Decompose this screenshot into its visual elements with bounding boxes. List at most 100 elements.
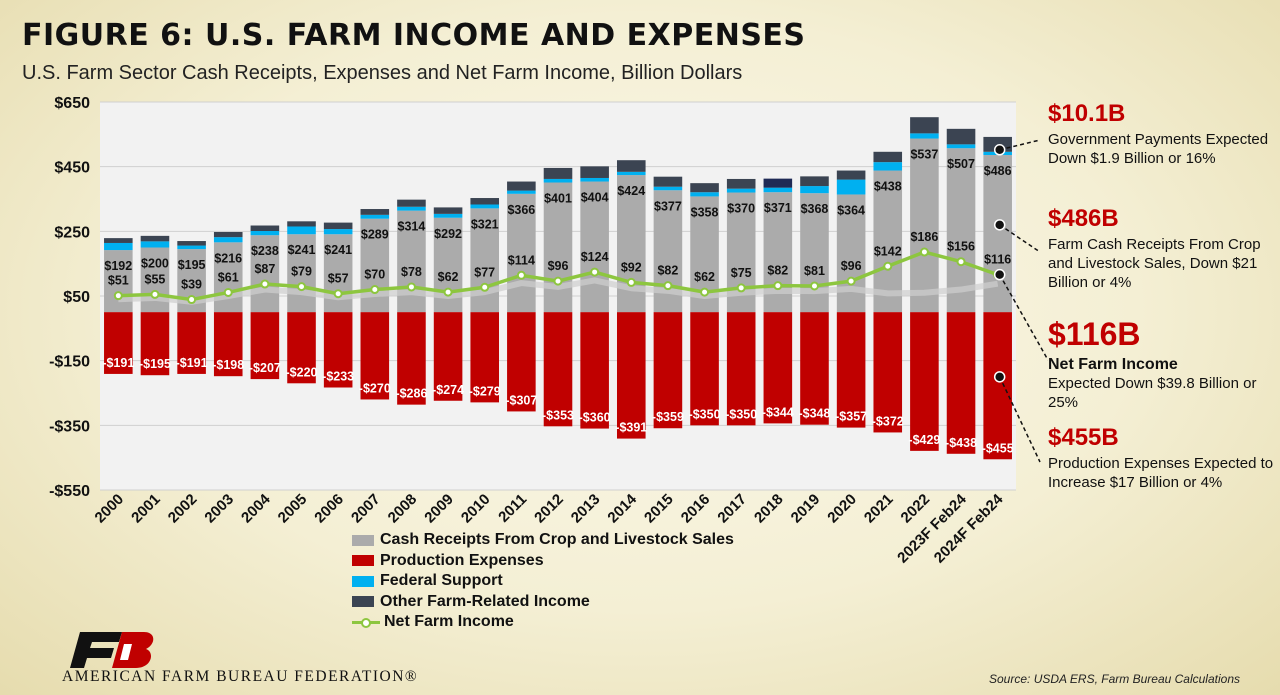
x-tick-label: 2021 [861, 491, 897, 527]
y-tick-label: -$550 [49, 483, 90, 500]
x-tick-label: 2002 [165, 491, 201, 527]
x-tick-label: 2009 [421, 491, 457, 527]
chart-legend: Cash Receipts From Crop and Livestock Sa… [352, 530, 734, 633]
net-income-point [260, 279, 270, 289]
bar-production-expenses [580, 312, 609, 429]
legend-label: Federal Support [380, 572, 503, 590]
annotation-heading: Net Farm Income [1048, 356, 1178, 373]
bar-federal-support [507, 190, 536, 194]
x-tick-label: 2012 [531, 491, 567, 527]
bar-cash-receipts [580, 181, 609, 313]
annotation-leader-line [999, 376, 1041, 463]
expenses-label: -$372 [872, 414, 904, 428]
bar-production-expenses [287, 312, 316, 384]
bar-other-income [397, 199, 426, 207]
bar-cash-receipts [946, 148, 976, 313]
net-income-point [626, 277, 636, 287]
net-income-label: $116 [984, 253, 1011, 267]
shadow-line [118, 277, 999, 305]
bar-federal-support [726, 188, 756, 193]
bar-other-income [213, 231, 243, 238]
net-income-label: $124 [581, 250, 609, 264]
bar-federal-support [323, 229, 353, 235]
net-income-label: $55 [145, 272, 166, 286]
x-tick-label: 2011 [495, 491, 530, 526]
cash-receipts-label: $238 [251, 244, 279, 258]
net-income-point [553, 276, 563, 286]
annotation-marker [993, 219, 1006, 231]
cash-receipts-label: $241 [324, 243, 352, 257]
bar-other-income [543, 167, 573, 179]
bar-other-income [836, 170, 866, 180]
chart-subtitle: U.S. Farm Sector Cash Receipts, Expenses… [22, 62, 743, 84]
net-income-label: $142 [874, 244, 902, 258]
net-income-point [370, 285, 380, 295]
bar-cash-receipts [873, 170, 903, 313]
bar-other-income [507, 181, 536, 191]
bar-production-expenses [690, 312, 719, 426]
net-income-label: $51 [108, 274, 129, 288]
net-income-label: $39 [181, 278, 202, 292]
bar-production-expenses [140, 312, 170, 376]
net-income-point [150, 289, 160, 299]
expenses-label: -$357 [835, 410, 867, 424]
source-note: Source: USDA ERS, Farm Bureau Calculatio… [989, 672, 1240, 686]
legend-item-other-income: Other Farm-Related Income [352, 592, 734, 613]
bar-production-expenses [946, 312, 976, 454]
cash-receipts-label: $321 [471, 217, 499, 231]
x-tick-label: 2010 [458, 491, 494, 527]
expenses-label: -$307 [505, 393, 537, 407]
net-income-label: $79 [291, 265, 312, 279]
farm-bureau-logo [70, 632, 154, 668]
net-income-label: $92 [621, 260, 642, 274]
expenses-label: -$438 [945, 436, 977, 450]
bar-other-income [616, 160, 646, 172]
expenses-label: -$429 [908, 433, 940, 447]
bar-cash-receipts [507, 193, 536, 313]
bar-federal-support [250, 231, 280, 236]
net-income-label: $114 [508, 253, 535, 267]
expenses-label: -$344 [762, 405, 794, 419]
bar-production-expenses [104, 312, 133, 374]
legend-item-federal-support: Federal Support [352, 571, 734, 592]
x-tick-label: 2019 [788, 491, 824, 527]
bar-federal-support [287, 226, 316, 235]
cash-receipts-label: $241 [288, 243, 316, 257]
bar-cash-receipts [287, 234, 316, 313]
cash-receipts-label: $438 [874, 180, 902, 194]
annotation-cash-receipts: $486B Farm Cash Receipts From Crop and L… [1048, 205, 1278, 292]
net-income-label: $75 [731, 266, 752, 280]
annotation-marker [993, 144, 1006, 156]
legend-swatch [352, 534, 374, 546]
x-tick-label: 2004 [238, 490, 274, 526]
cash-receipts-label: $424 [617, 184, 645, 198]
net-income-point [919, 247, 929, 257]
legend-item-net-farm-income: Net Farm Income [352, 612, 734, 633]
net-income-point [443, 287, 453, 297]
bar-production-expenses [763, 312, 793, 424]
bar-production-expenses [507, 312, 536, 412]
cash-receipts-label: $195 [178, 258, 206, 272]
x-tick-label: 2003 [201, 491, 237, 527]
legend-label: Production Expenses [380, 551, 544, 569]
y-tick-label: $450 [54, 160, 90, 177]
bar-other-income [910, 117, 939, 134]
y-tick-label: $250 [54, 224, 90, 241]
net-income-point [663, 281, 673, 291]
bar-federal-support [910, 133, 939, 139]
cash-receipts-label: $364 [837, 203, 865, 217]
bar-other-income [360, 209, 390, 215]
net-income-point [406, 282, 416, 292]
net-income-label: $96 [841, 259, 862, 273]
net-income-label: $70 [364, 268, 385, 282]
bar-federal-support [763, 187, 793, 193]
net-income-label: $61 [218, 270, 239, 284]
expenses-label: -$360 [579, 411, 611, 425]
legend-label: Other Farm-Related Income [380, 592, 590, 610]
expenses-label: -$270 [359, 381, 391, 395]
cash-receipts-label: $507 [947, 157, 975, 171]
bar-federal-support [213, 237, 243, 243]
cash-receipts-label: $404 [581, 191, 609, 205]
bar-production-expenses [397, 312, 426, 405]
expenses-label: -$233 [322, 370, 354, 384]
